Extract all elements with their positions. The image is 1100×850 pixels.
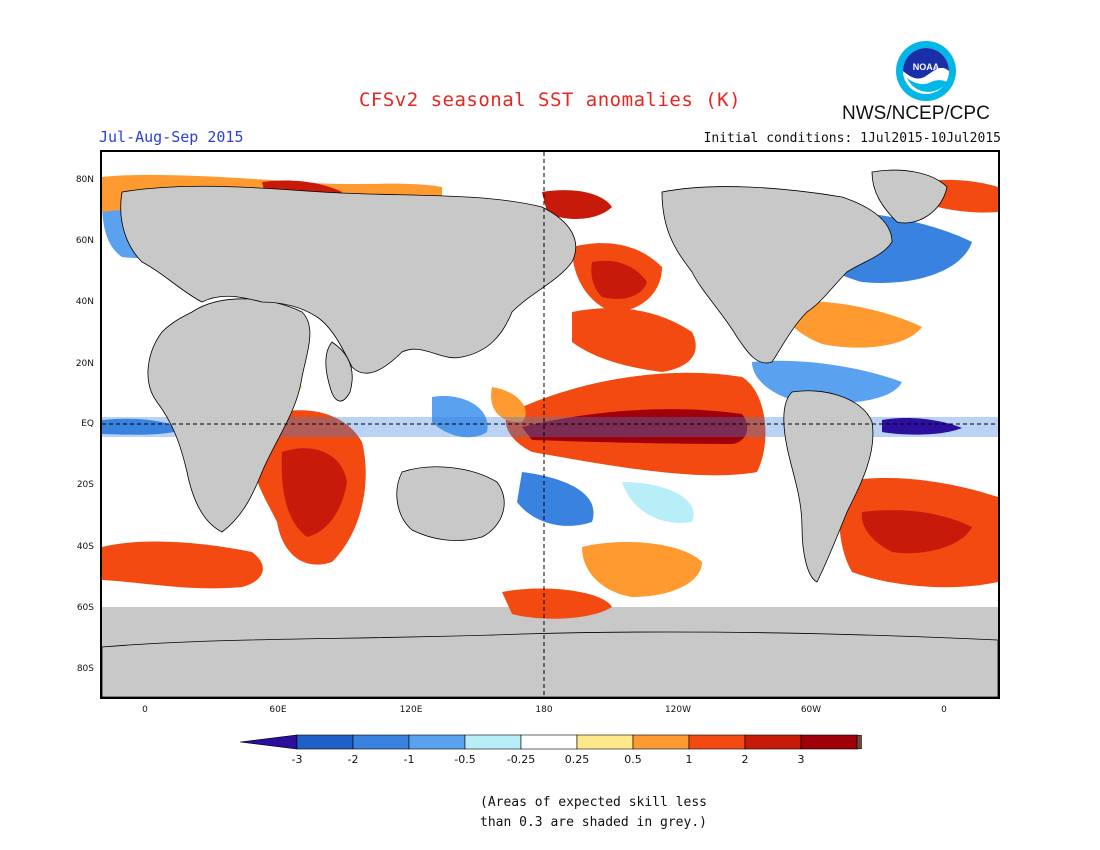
lon-label-0-east: 0 xyxy=(941,705,947,715)
noaa-logo-text: NOAA xyxy=(913,62,940,72)
lat-label-60n: 60N xyxy=(75,236,94,246)
colorbar-label-1: 1 xyxy=(685,753,693,766)
colorbar-arrow-high xyxy=(856,734,862,750)
colorbar-arrow-low xyxy=(240,734,298,750)
colorbar-label-neg2: -2 xyxy=(347,753,359,766)
colorbar-segment xyxy=(576,734,634,750)
colorbar-label-neg0-25: -0.25 xyxy=(506,753,536,766)
lat-label-60s: 60S xyxy=(76,603,94,613)
lon-label-60e: 60E xyxy=(269,705,287,715)
lat-label-80s: 80S xyxy=(76,664,94,674)
colorbar-label-0-25: 0.25 xyxy=(564,753,590,766)
season-label: Jul-Aug-Sep 2015 xyxy=(99,128,244,146)
lat-label-20n: 20N xyxy=(75,359,94,369)
lon-label-0-west: 0 xyxy=(142,705,148,715)
lat-label-20s: 20S xyxy=(76,480,94,490)
skill-footnote: (Areas of expected skill less than 0.3 a… xyxy=(480,793,707,833)
colorbar-segment xyxy=(520,734,578,750)
colorbar-label-0-5: 0.5 xyxy=(624,753,642,766)
colorbar-segment xyxy=(744,734,802,750)
lat-label-40n: 40N xyxy=(75,297,94,307)
colorbar-label-neg0-5: -0.5 xyxy=(454,753,476,766)
colorbar-segment xyxy=(408,734,466,750)
lon-label-120e: 120E xyxy=(399,705,423,715)
initial-conditions-label: Initial conditions: 1Jul2015-10Jul2015 xyxy=(703,131,1001,146)
colorbar-segment xyxy=(800,734,858,750)
colorbar-segment xyxy=(352,734,410,750)
colorbar-segment xyxy=(464,734,522,750)
map-graphic xyxy=(102,152,998,697)
colorbar-label-3: 3 xyxy=(797,753,805,766)
colorbar xyxy=(240,734,862,750)
colorbar-label-neg1: -1 xyxy=(403,753,415,766)
lon-label-180: 180 xyxy=(535,705,553,715)
colorbar-label-neg3: -3 xyxy=(291,753,303,766)
skill-footnote-line2: than 0.3 are shaded in grey.) xyxy=(480,815,707,830)
agency-label: NWS/NCEP/CPC xyxy=(842,103,990,124)
colorbar-segment xyxy=(688,734,746,750)
colorbar-segment xyxy=(296,734,354,750)
noaa-logo: NOAA xyxy=(896,41,956,101)
colorbar-segment xyxy=(632,734,690,750)
colorbar-label-2: 2 xyxy=(741,753,749,766)
lat-label-eq: EQ xyxy=(81,419,94,429)
lat-label-80n: 80N xyxy=(75,175,94,185)
lat-label-40s: 40S xyxy=(76,542,94,552)
skill-footnote-line1: (Areas of expected skill less xyxy=(480,795,707,810)
sst-anomaly-map xyxy=(100,150,1000,699)
chart-title: CFSv2 seasonal SST anomalies (K) xyxy=(358,89,742,111)
lon-label-60w: 60W xyxy=(800,705,822,715)
lon-label-120w: 120W xyxy=(664,705,692,715)
